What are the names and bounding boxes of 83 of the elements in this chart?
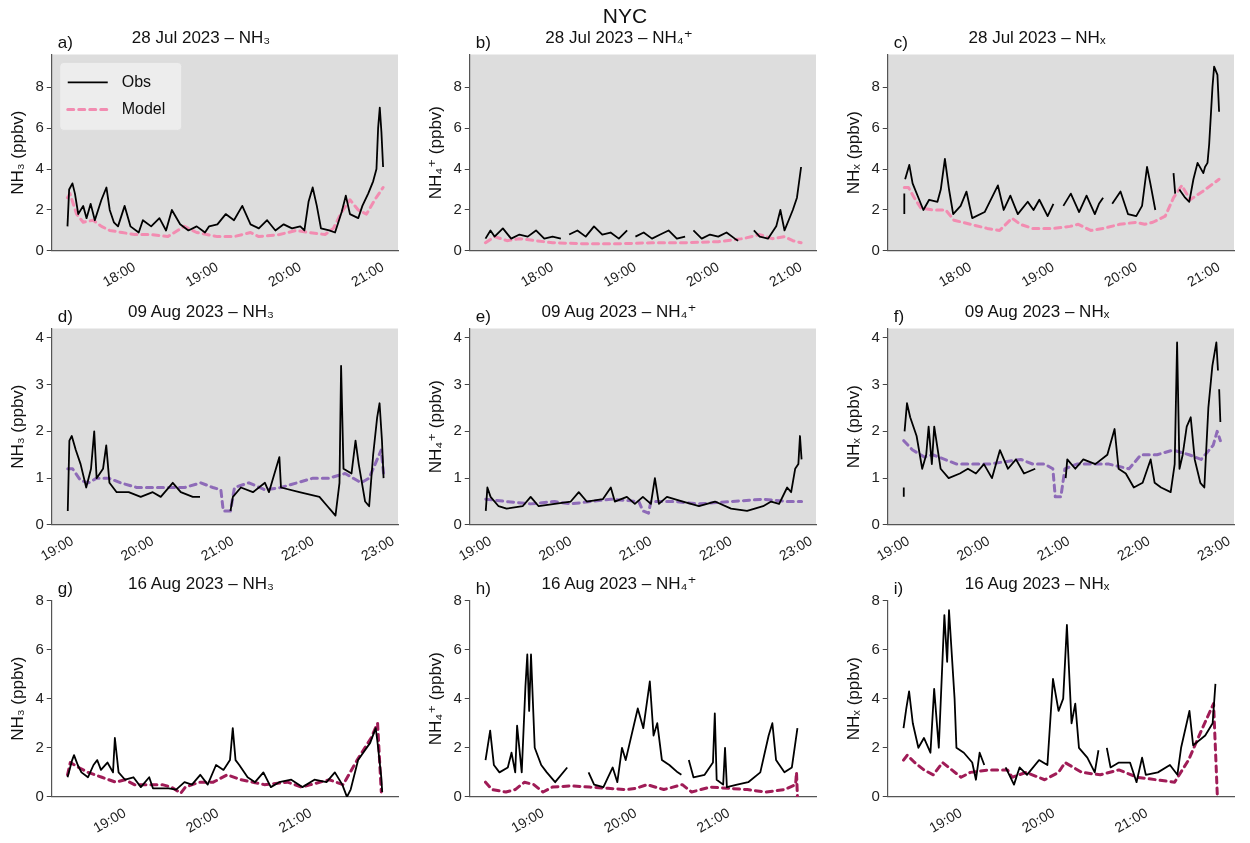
- y-axis-title: NH₃ (ppbv): [7, 384, 27, 469]
- y-tick-label: 0: [453, 515, 462, 533]
- chart-title: 16 Aug 2023 – NHₓ: [964, 573, 1110, 593]
- chart-title: 09 Aug 2023 – NHₓ: [964, 301, 1110, 321]
- line-series: [902, 177, 1221, 232]
- y-tick-label: 6: [453, 639, 462, 657]
- text: a): [57, 32, 73, 52]
- chart-title: 09 Aug 2023 – NH₃: [128, 301, 274, 321]
- y-tick-label: 0: [871, 787, 880, 805]
- y-tick-label: 8: [871, 590, 880, 608]
- y-tick-label: 2: [35, 737, 44, 755]
- y-axis-title: NH₃ (ppbv): [7, 656, 27, 741]
- y-axis-title: NHₓ (ppbv): [843, 385, 863, 469]
- y-tick-label: 8: [35, 77, 44, 95]
- chart-title: 28 Jul 2023 – NHₓ: [968, 27, 1106, 47]
- line-series: [484, 770, 799, 797]
- y-tick-label: 4: [871, 327, 880, 345]
- text: b): [475, 32, 491, 52]
- y-tick-label: 3: [871, 374, 880, 392]
- y-tick-label: 8: [453, 77, 462, 95]
- y-tick-label: 4: [871, 688, 880, 706]
- y-axis-title: NH₃ (ppbv): [7, 110, 27, 195]
- y-tick-label: 4: [35, 327, 44, 345]
- line-series: [902, 702, 1219, 796]
- y-tick-label: 4: [35, 159, 44, 177]
- y-tick-label: 1: [453, 468, 462, 486]
- y-tick-label: 0: [453, 787, 462, 805]
- text: i): [893, 578, 904, 598]
- text: h): [475, 578, 491, 598]
- y-tick-label: 2: [453, 200, 462, 218]
- y-tick-label: 2: [35, 421, 44, 439]
- line-series: [65, 185, 385, 239]
- text: c): [893, 32, 908, 52]
- y-tick-label: 3: [35, 374, 44, 392]
- y-tick-label: 4: [453, 327, 462, 345]
- y-tick-label: 4: [453, 688, 462, 706]
- line-series: [484, 497, 804, 515]
- y-tick-label: 0: [871, 241, 880, 259]
- text: g): [57, 578, 73, 598]
- text: e): [475, 306, 491, 326]
- y-tick-label: 4: [871, 159, 880, 177]
- y-tick-label: 0: [35, 241, 44, 259]
- text: f): [893, 306, 905, 326]
- y-tick-label: 1: [871, 468, 880, 486]
- y-tick-label: 4: [453, 159, 462, 177]
- y-tick-label: 3: [453, 374, 462, 392]
- text: NYC: [601, 4, 649, 28]
- y-tick-label: 0: [453, 241, 462, 259]
- y-tick-label: 8: [35, 590, 44, 608]
- y-axis-title: NH₄⁺ (ppbv): [425, 379, 445, 474]
- y-axis-title: NHₓ (ppbv): [843, 111, 863, 195]
- y-tick-label: 1: [35, 468, 44, 486]
- chart-title: 09 Aug 2023 – NH₄⁺: [541, 301, 697, 321]
- legend-label: Model: [121, 99, 166, 117]
- y-tick-label: 8: [453, 590, 462, 608]
- chart-title: 28 Jul 2023 – NH₃: [131, 27, 271, 47]
- y-tick-label: 6: [871, 118, 880, 136]
- y-tick-label: 2: [871, 200, 880, 218]
- y-tick-label: 0: [871, 515, 880, 533]
- y-tick-label: 6: [453, 118, 462, 136]
- text: d): [57, 306, 73, 326]
- y-tick-label: 6: [871, 639, 880, 657]
- y-tick-label: 2: [871, 737, 880, 755]
- y-tick-label: 4: [35, 688, 44, 706]
- y-axis-title: NHₓ (ppbv): [843, 657, 863, 741]
- line-series: [66, 448, 386, 513]
- y-axis-title: NH₄⁺ (ppbv): [425, 651, 445, 746]
- y-tick-label: 2: [453, 421, 462, 439]
- y-tick-label: 6: [35, 118, 44, 136]
- y-tick-label: 0: [35, 515, 44, 533]
- line-series: [483, 233, 803, 246]
- y-tick-label: 2: [35, 200, 44, 218]
- y-tick-label: 6: [35, 639, 44, 657]
- chart-title: 28 Jul 2023 – NH₄⁺: [545, 27, 693, 47]
- chart-title: 16 Aug 2023 – NH₃: [128, 573, 274, 593]
- y-tick-label: 2: [871, 421, 880, 439]
- chart-title: 16 Aug 2023 – NH₄⁺: [541, 573, 697, 593]
- line-series: [902, 429, 1222, 499]
- y-tick-label: 2: [453, 737, 462, 755]
- y-tick-label: 8: [871, 77, 880, 95]
- legend-label: Obs: [121, 72, 152, 90]
- y-tick-label: 0: [35, 787, 44, 805]
- y-axis-title: NH₄⁺ (ppbv): [425, 105, 445, 200]
